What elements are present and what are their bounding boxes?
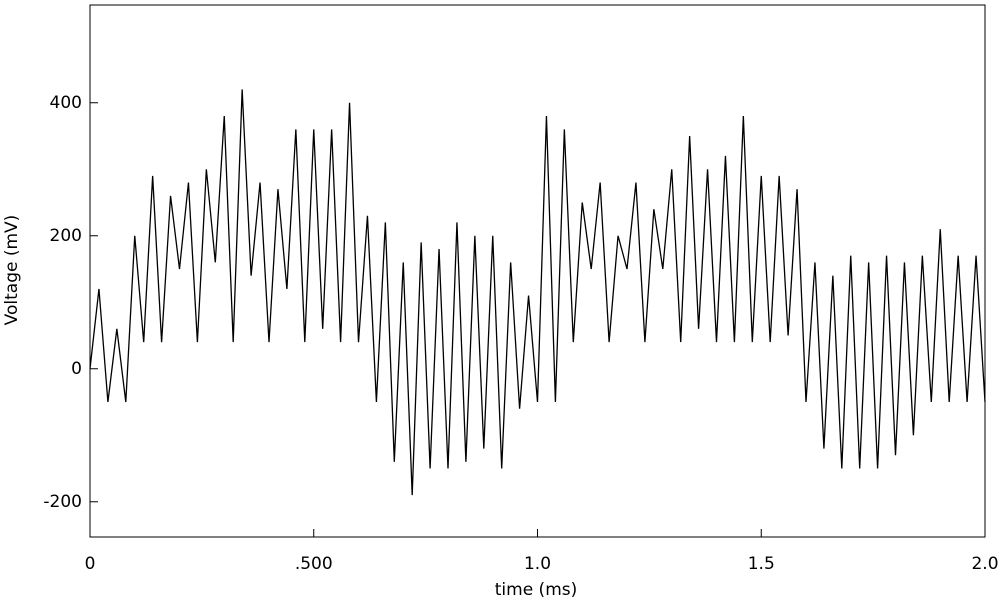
- x-tick-label: 2.0: [971, 554, 998, 574]
- y-axis-label: Voltage (mV): [2, 215, 22, 326]
- y-tick-label: 0: [71, 359, 82, 379]
- x-tick-label: 1.5: [748, 554, 775, 574]
- waveform: [89, 89, 986, 496]
- x-axis-label: time (ms): [495, 580, 578, 600]
- x-tick-label: 0: [85, 554, 96, 574]
- x-tick-label: .500: [295, 554, 333, 574]
- y-tick-label: 200: [50, 226, 82, 246]
- y-tick-label: -200: [43, 492, 82, 512]
- x-tick-label: 1.0: [524, 554, 551, 574]
- y-tick-label: 400: [50, 93, 82, 113]
